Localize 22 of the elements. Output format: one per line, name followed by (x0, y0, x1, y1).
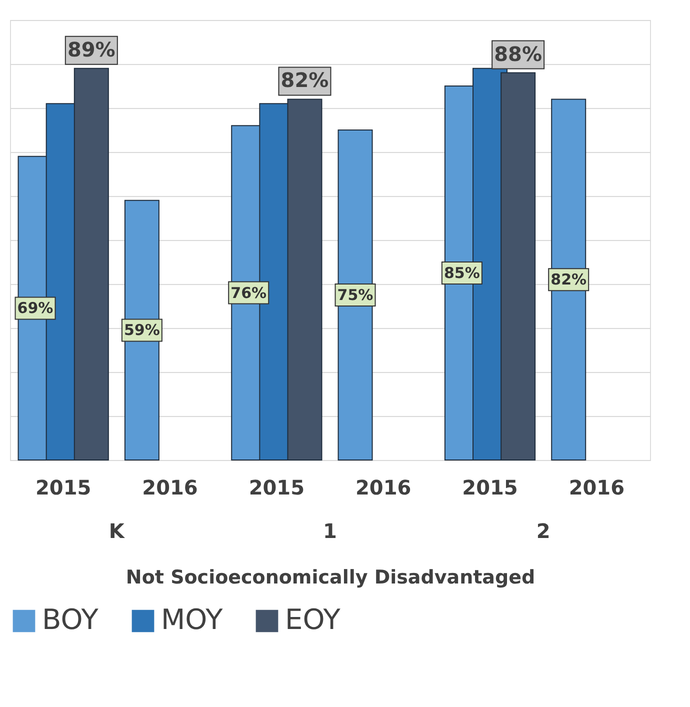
x-tick-label: 2016 (355, 476, 412, 500)
data-label: 59% (124, 321, 160, 340)
legend-label: EOY (285, 603, 342, 636)
data-label: 88% (494, 42, 542, 66)
text: K (108, 519, 126, 543)
legend-label: BOY (42, 603, 100, 636)
x-tick-label: 2015 (248, 476, 305, 500)
data-label: 82% (280, 68, 329, 92)
x-axis-title: Not Socioeconomically Disadvantaged (126, 566, 536, 588)
text: 1 (323, 519, 337, 543)
x-tick-label: 2015 (462, 476, 518, 500)
data-label: 75% (337, 286, 374, 304)
data-label: 76% (230, 284, 267, 302)
x-tick-label: 2016 (568, 476, 625, 500)
text: 2 (536, 519, 550, 543)
data-label: 82% (550, 270, 587, 289)
x-tick-label: 2015 (35, 476, 92, 500)
legend-label: MOY (161, 603, 224, 636)
data-label: 69% (17, 299, 54, 318)
data-label: 89% (67, 37, 116, 62)
x-tick-label: 2016 (142, 476, 198, 500)
data-label: 85% (444, 264, 480, 282)
